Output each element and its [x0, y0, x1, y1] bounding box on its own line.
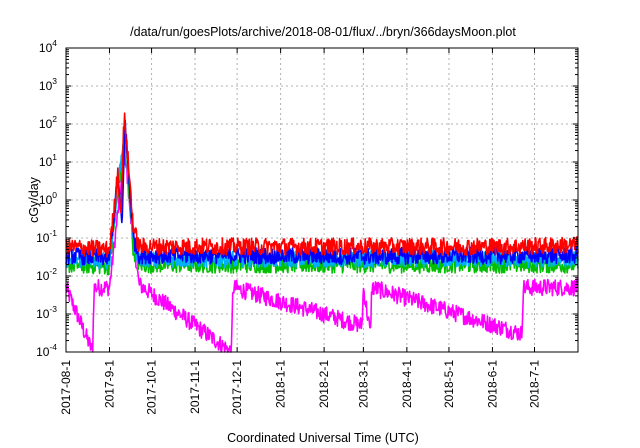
- y-tick-base: 10: [39, 155, 53, 169]
- y-tick-label: 104: [39, 38, 57, 55]
- y-tick-exponent: -1: [49, 228, 57, 238]
- y-tick-label: 10-1: [36, 228, 57, 245]
- y-tick-label: 102: [39, 114, 57, 131]
- y-tick-base: 10: [36, 345, 50, 359]
- y-tick-base: 10: [36, 269, 50, 283]
- x-tick-label: 2017-9-1: [102, 360, 116, 408]
- x-tick-label: 2018-6-1: [485, 360, 499, 408]
- x-tick-label: 2017-08-1: [59, 360, 73, 415]
- x-axis: 2017-08-1 2017-9-1 2017-10-1 2017-11-1 2017-…: [59, 48, 542, 415]
- y-tick-exponent: -2: [49, 266, 57, 276]
- y-tick-label: 103: [39, 76, 57, 93]
- x-tick-label: 2018-3-1: [356, 360, 370, 408]
- y-tick-exponent: 2: [52, 114, 57, 124]
- y-tick-exponent: 4: [52, 38, 57, 48]
- x-tick-label: 2017-12-1: [230, 360, 244, 415]
- x-tick-label: 2018-7-1: [528, 360, 542, 408]
- y-tick-base: 10: [39, 193, 53, 207]
- y-tick-label: 101: [39, 152, 57, 169]
- y-axis-label: cGy/day: [27, 176, 41, 223]
- chart-title: /data/run/goesPlots/archive/2018-08-01/f…: [130, 25, 516, 39]
- x-tick-label: 2018-5-1: [442, 360, 456, 408]
- x-tick-label: 2017-10-1: [145, 360, 159, 415]
- y-tick-base: 10: [36, 307, 50, 321]
- y-tick-label: 10-2: [36, 266, 57, 283]
- y-tick-label: 10-3: [36, 304, 57, 321]
- y-tick-base: 10: [36, 231, 50, 245]
- x-axis-label: Coordinated Universal Time (UTC): [227, 431, 419, 445]
- y-tick-label: 10-4: [36, 342, 57, 359]
- y-tick-base: 10: [39, 79, 53, 93]
- grid: [66, 48, 578, 352]
- x-tick-label: 2018-1-1: [274, 360, 288, 408]
- y-tick-exponent: 3: [52, 76, 57, 86]
- x-tick-label: 2018-2-1: [317, 360, 331, 408]
- x-tick-label: 2018-4-1: [400, 360, 414, 408]
- y-tick-label: 100: [39, 190, 57, 207]
- y-tick-exponent: -3: [49, 304, 57, 314]
- y-tick-exponent: -4: [49, 342, 57, 352]
- y-tick-exponent: 0: [52, 190, 57, 200]
- y-tick-exponent: 1: [52, 152, 57, 162]
- y-tick-base: 10: [39, 41, 53, 55]
- y-tick-base: 10: [39, 117, 53, 131]
- x-tick-label: 2017-11-1: [188, 360, 202, 414]
